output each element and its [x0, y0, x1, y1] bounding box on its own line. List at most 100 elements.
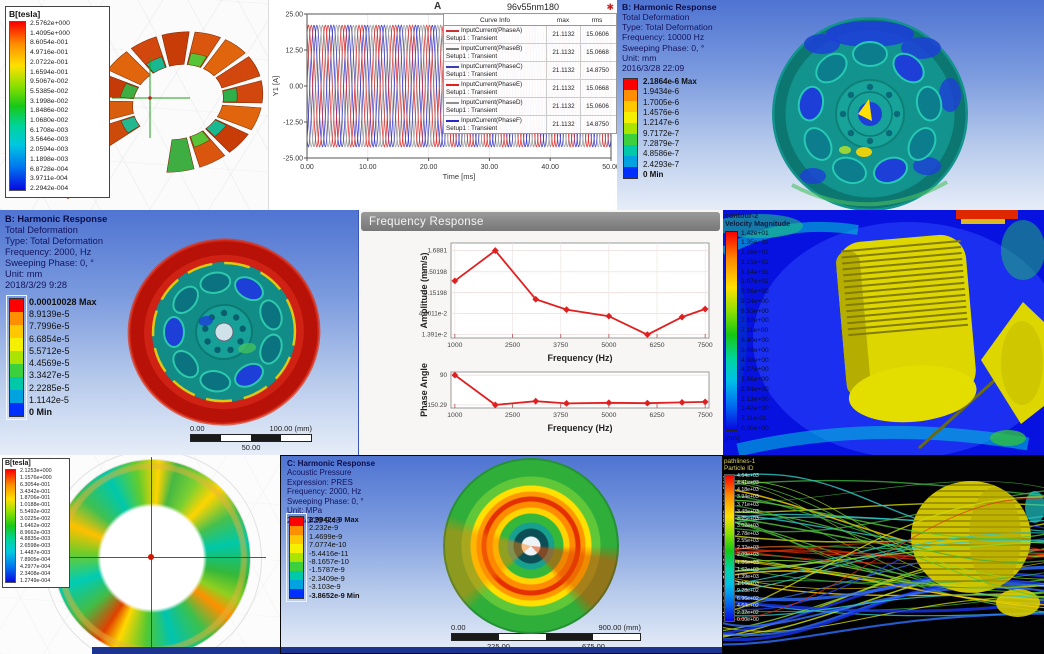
- legend-value: 4.8835e-003: [20, 536, 51, 543]
- legend-value: 0 Min: [29, 406, 53, 417]
- curve-name: InputCurrent(PhaseB): [461, 45, 523, 53]
- bfield-legend: B[tesla] 2.1253e+000 1.1576e+000 6.3054e-0…: [2, 458, 70, 588]
- svg-text:2500: 2500: [505, 342, 520, 349]
- design-label: A: [434, 1, 442, 12]
- acoustic-disc-graphic[interactable]: [443, 458, 619, 634]
- legend-value: 1.6462e-002: [20, 522, 51, 529]
- crosshair-center-dot: [148, 554, 154, 560]
- svg-text:-12.50: -12.50: [283, 120, 303, 127]
- torus-field-view[interactable]: [0, 0, 268, 210]
- legend-color-cell: [624, 123, 637, 134]
- legend-color-cell: [624, 112, 637, 123]
- legend-value: 4.9716e-001: [30, 49, 69, 57]
- svg-text:6250: 6250: [649, 412, 664, 419]
- legend-value: 9.7172e-7: [643, 128, 680, 138]
- svg-text:90: 90: [440, 372, 448, 379]
- legend-value: 2.2942e-004: [30, 184, 69, 192]
- legend-value: 3.5646e-003: [30, 136, 69, 144]
- svg-text:6250: 6250: [649, 342, 664, 349]
- legend-color-cell: [624, 90, 637, 101]
- panel-harmonic-wheel-top[interactable]: B: Harmonic Response Total Deformation T…: [617, 0, 1044, 210]
- legend-value: 7.11e+00: [741, 327, 769, 335]
- legend-title: pathlines-1 Particle ID: [724, 458, 756, 473]
- legend-value: 5.5385e-002: [30, 87, 69, 95]
- legend-value: 1.39e+03: [737, 574, 759, 580]
- scale-ruler: 0.00 100.00 (mm) 50.00: [190, 424, 312, 452]
- analysis-info: C: Harmonic Response Acoustic Pressure E…: [287, 459, 375, 525]
- legend-value: 4.98e+00: [741, 356, 769, 364]
- plot-title: 96v55nm180: [507, 2, 560, 12]
- panel-maxwell-torus[interactable]: B[tesla] 2.5762e+000 1.4095e+000 8.6054e-0…: [0, 0, 268, 210]
- legend-value: 8.53e+00: [741, 307, 769, 315]
- legend-color-cell: [10, 299, 23, 312]
- legend-value: 1.86e+03: [737, 559, 759, 566]
- ruler-bar: [190, 434, 312, 442]
- legend-value: 3.71e+03: [737, 501, 759, 508]
- curve-name: InputCurrent(PhaseA): [461, 27, 523, 35]
- legend-color-cell: [290, 544, 303, 553]
- particle-tracks-view[interactable]: [723, 455, 1044, 654]
- legend-value: 9.96e+00: [741, 288, 769, 296]
- deformed-wheel-view[interactable]: [617, 0, 1044, 210]
- legend-value: 1.35e+01: [741, 239, 769, 247]
- curve-name: InputCurrent(PhaseF): [461, 117, 522, 125]
- panel-cfd-velocity[interactable]: contour-2 Velocity Magnitude 1.42e+01 1.3…: [723, 210, 1044, 455]
- ruler-label: 0.00: [451, 623, 466, 632]
- panel-current-plot[interactable]: 0.00 10.00 20.00 30.00 40.00 50.00 -25.00 -12.5…: [268, 0, 618, 210]
- panel-maxwell-ring[interactable]: B[tesla] 2.1253e+000 1.1576e+000 6.3054e-0…: [0, 455, 280, 654]
- svg-text:1.6881: 1.6881: [427, 248, 447, 255]
- legend-value: 3.56e+00: [741, 376, 769, 384]
- legend-value: 8.9139e-5: [29, 309, 70, 320]
- deformed-wheel-view[interactable]: [0, 210, 358, 455]
- hot-spot: [956, 210, 1018, 219]
- legend-value: 7.2879e-7: [643, 138, 680, 148]
- svg-text:5000: 5000: [601, 412, 616, 419]
- cfd-contour-view[interactable]: [723, 210, 1044, 455]
- legend-color-cell: [624, 156, 637, 167]
- ruler-label: 100.00 (mm): [269, 424, 312, 433]
- curve-setup: Setup1 : Transient: [446, 106, 498, 114]
- table-row: InputCurrent(PhaseF) Setup1 : Transient 2…: [444, 116, 616, 133]
- info-line: 2018/3/29 9:43: [287, 515, 341, 525]
- svg-text:3750: 3750: [553, 412, 568, 419]
- svg-text:7500: 7500: [698, 412, 713, 419]
- legend-value: 1.8706e-001: [20, 495, 51, 502]
- svg-text:-25.00: -25.00: [283, 156, 303, 163]
- panel-frequency-response[interactable]: Frequency Response 1.6881 0.50198 0.15198 4…: [358, 210, 724, 455]
- legend-value: 4.8586e-7: [643, 149, 680, 159]
- legend-color-cell: [290, 589, 303, 598]
- legend-color-bar: [724, 473, 735, 622]
- panel-harmonic-wheel-mid[interactable]: B: Harmonic Response Total Deformation T…: [0, 210, 358, 455]
- legend-value: -3.103e-9: [309, 582, 341, 592]
- legend-value: -8.1657e-10: [309, 556, 349, 566]
- taskbar-strip: [92, 647, 280, 654]
- legend-value: 2.78e+03: [737, 530, 759, 537]
- curve-swatch: [446, 47, 459, 50]
- curve-swatch: [446, 83, 459, 86]
- legend-color-bar: [9, 21, 26, 191]
- svg-text:30.00: 30.00: [481, 164, 499, 171]
- curve-swatch: [446, 101, 459, 104]
- frequency-response-chart[interactable]: 1.6881 0.50198 0.15198 4.6011e-2 1.391e-2 100…: [359, 210, 724, 455]
- legend-value: 1.0680e-002: [30, 117, 69, 125]
- legend-value: 6.96e+02: [737, 595, 759, 602]
- svg-text:0.15198: 0.15198: [424, 290, 448, 297]
- legend-value: 3.4342e-001: [20, 488, 51, 495]
- svg-text:Frequency (Hz): Frequency (Hz): [547, 353, 612, 363]
- legend-value: 1.7005e-6: [643, 97, 680, 107]
- legend-value: 2.6598e-003: [20, 543, 51, 550]
- legend-value: -1.5787e-9: [309, 565, 345, 575]
- wheel-graphic: [772, 17, 968, 210]
- legend-value: 1.2147e-6: [643, 118, 680, 128]
- table-row: InputCurrent(PhaseE) Setup1 : Transient 2…: [444, 80, 616, 98]
- svg-text:Y1 [A]: Y1 [A]: [271, 76, 280, 96]
- bfield-legend: B[tesla] 2.5762e+000 1.4095e+000 8.6054e-0…: [5, 6, 110, 198]
- legend-value: 2.9942e-9 Max: [309, 515, 359, 524]
- info-line: Total Deformation: [622, 12, 690, 23]
- window-titlebar[interactable]: Frequency Response: [361, 212, 720, 231]
- legend-color-cell: [10, 325, 23, 338]
- info-line: Type: Total Deformation: [5, 235, 104, 246]
- panel-particle-tracks[interactable]: pathlines-1 Particle ID 4.64e+03 4.41e+03…: [723, 455, 1044, 654]
